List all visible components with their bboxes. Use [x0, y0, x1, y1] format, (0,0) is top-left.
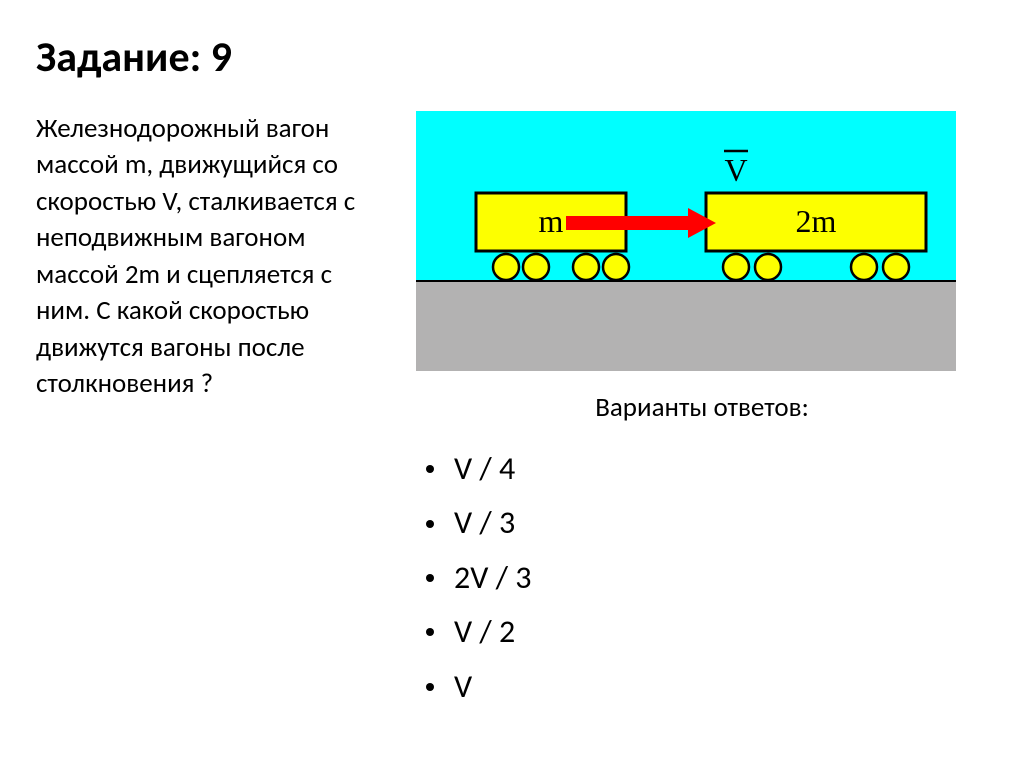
answer-label: 2V / 3 [454, 551, 531, 605]
answer-option: V / 4 [426, 442, 988, 496]
answer-option: 2V / 3 [426, 551, 988, 605]
answer-label: V [454, 660, 472, 714]
problem-text: Железнодорожный вагон массой m, движущий… [36, 111, 392, 403]
right-column: m 2m V Варианты ответов: V / 4 V / 3 2V / … [416, 111, 988, 714]
left-column: Железнодорожный вагон массой m, движущий… [36, 111, 416, 403]
bullet-icon [426, 520, 434, 528]
slide: Задание: 9 Железнодорожный вагон массой … [0, 0, 1024, 768]
bullet-icon [426, 683, 434, 691]
svg-text:V: V [724, 152, 747, 188]
bullet-icon [426, 628, 434, 636]
answer-option: V / 3 [426, 496, 988, 550]
columns: Железнодорожный вагон массой m, движущий… [36, 111, 988, 714]
bullet-icon [426, 574, 434, 582]
bullet-icon [426, 465, 434, 473]
answer-option: V [426, 660, 988, 714]
answer-option: V / 2 [426, 605, 988, 659]
diagram-svg: m 2m V [416, 111, 956, 371]
task-title: Задание: 9 [36, 32, 988, 83]
svg-text:m: m [539, 203, 564, 239]
svg-text:2m: 2m [796, 203, 837, 239]
answer-label: V / 3 [454, 496, 515, 550]
answers-list: V / 4 V / 3 2V / 3V / 2V [426, 442, 988, 714]
answers-caption: Варианты ответов: [416, 391, 988, 424]
answer-label: V / 2 [454, 605, 515, 659]
diagram: m 2m V [416, 111, 988, 371]
answer-label: V / 4 [454, 442, 515, 496]
